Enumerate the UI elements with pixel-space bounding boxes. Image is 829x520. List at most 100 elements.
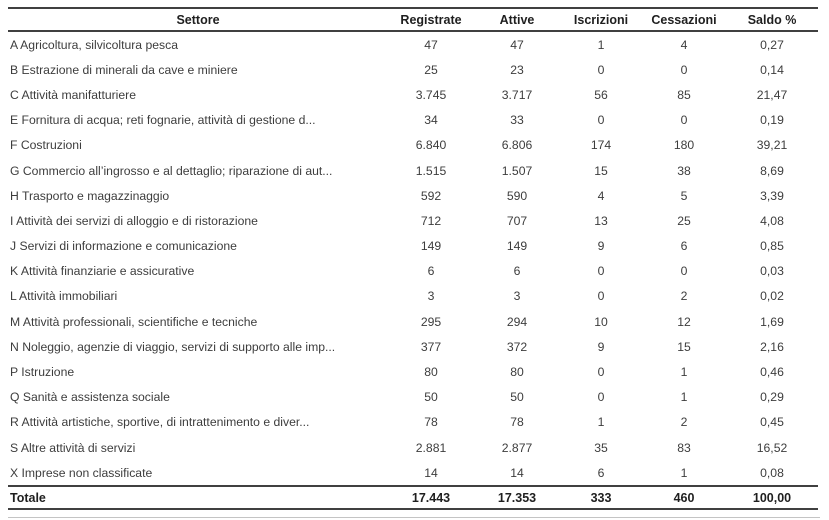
value-cell: 149 (420, 239, 442, 254)
bottom-divider (8, 517, 820, 518)
table-row: F Costruzioni 6.840 6.806 174 180 39,21 (8, 133, 818, 158)
sector-cell: A Agricoltura, silvicoltura pesca (10, 37, 178, 52)
value-cell: 0,14 (760, 62, 784, 77)
table-row: S Altre attività di servizi 2.881 2.877 35 8… (8, 435, 818, 460)
sector-cell: F Costruzioni (10, 138, 82, 153)
value-cell: 38 (677, 163, 691, 178)
value-cell: 33 (510, 113, 524, 128)
value-cell: 25 (677, 213, 691, 228)
total-iscrizioni-value: 333 (560, 485, 642, 511)
table-row: K Attività finanziarie e assicurative 6 6 0… (8, 259, 818, 284)
value-cell: 3,39 (760, 188, 784, 203)
value-cell: 78 (424, 415, 438, 430)
value-cell: 1 (597, 37, 605, 52)
value-cell: 377 (420, 339, 442, 354)
table-row: L Attività immobiliari 3 3 0 2 0,02 (8, 284, 818, 309)
value-cell: 2.877 (501, 440, 533, 455)
value-cell: 149 (506, 239, 528, 254)
value-cell: 2,16 (760, 339, 784, 354)
table-row: N Noleggio, agenzie di viaggio, servizi … (8, 334, 818, 359)
value-cell: 13 (594, 213, 608, 228)
value-cell: 14 (510, 465, 524, 480)
value-cell: 50 (510, 390, 524, 405)
table-row: M Attività professionali, scientifiche e… (8, 309, 818, 334)
sector-cell: E Fornitura di acqua; reti fognarie, att… (10, 113, 316, 128)
value-cell: 6 (513, 264, 521, 279)
table-row: E Fornitura di acqua; reti fognarie, att… (8, 108, 818, 133)
value-cell: 1 (680, 365, 688, 380)
table-row: B Estrazione di minerali da cave e minie… (8, 57, 818, 82)
value-cell: 0 (597, 390, 605, 405)
value-cell: 50 (424, 390, 438, 405)
sector-cell: I Attività dei servizi di alloggio e di … (10, 213, 258, 228)
sector-cell: P Istruzione (10, 365, 75, 380)
sector-table: Settore Registrate Attive Iscrizioni Ces… (8, 7, 818, 511)
sector-cell: H Trasporto e magazzinaggio (10, 188, 170, 203)
total-saldo-value: 100,00 (726, 485, 818, 511)
total-cessazioni-value: 460 (642, 485, 726, 511)
value-cell: 5 (680, 188, 688, 203)
value-cell: 0,85 (760, 239, 784, 254)
value-cell: 39,21 (756, 138, 788, 153)
value-cell: 56 (594, 87, 608, 102)
value-cell: 85 (677, 87, 691, 102)
value-cell: 80 (424, 365, 438, 380)
value-cell: 1 (680, 390, 688, 405)
sector-cell: N Noleggio, agenzie di viaggio, servizi … (10, 339, 336, 354)
value-cell: 0 (680, 62, 688, 77)
value-cell: 0,45 (760, 415, 784, 430)
sector-cell: K Attività finanziarie e assicurative (10, 264, 195, 279)
header-row: Settore Registrate Attive Iscrizioni Ces… (8, 7, 818, 32)
value-cell: 23 (510, 62, 524, 77)
value-cell: 0,03 (760, 264, 784, 279)
value-cell: 8,69 (760, 163, 784, 178)
sector-cell: R Attività artistiche, sportive, di intr… (10, 415, 310, 430)
value-cell: 0 (680, 113, 688, 128)
value-cell: 3.745 (415, 87, 447, 102)
column-header-saldo: Saldo % (726, 7, 818, 32)
column-header-registrate: Registrate (388, 7, 474, 32)
value-cell: 35 (594, 440, 608, 455)
value-cell: 174 (590, 138, 612, 153)
value-cell: 4 (597, 188, 605, 203)
sector-cell: M Attività professionali, scientifiche e… (10, 314, 258, 329)
value-cell: 3 (427, 289, 435, 304)
value-cell: 83 (677, 440, 691, 455)
table-body: A Agricoltura, silvicoltura pesca 47 47 1 4 0… (8, 31, 818, 486)
table-row: A Agricoltura, silvicoltura pesca 47 47 1 4 0… (8, 31, 818, 57)
value-cell: 0,19 (760, 113, 784, 128)
value-cell: 78 (510, 415, 524, 430)
value-cell: 0 (597, 264, 605, 279)
column-header-attive: Attive (474, 7, 560, 32)
column-header-settore: Settore (8, 7, 388, 32)
sector-cell: S Altre attività di servizi (10, 440, 136, 455)
total-row: Totale 17.443 17.353 333 460 100,00 (8, 485, 818, 511)
value-cell: 1.507 (501, 163, 533, 178)
value-cell: 6 (597, 465, 605, 480)
value-cell: 1 (680, 465, 688, 480)
table-row: J Servizi di informazione e comunicazion… (8, 234, 818, 259)
value-cell: 0 (597, 62, 605, 77)
value-cell: 25 (424, 62, 438, 77)
value-cell: 294 (506, 314, 528, 329)
value-cell: 295 (420, 314, 442, 329)
value-cell: 0,27 (760, 37, 784, 52)
table-row: G Commercio all’ingrosso e al dettaglio;… (8, 158, 818, 183)
value-cell: 0 (597, 113, 605, 128)
value-cell: 2 (680, 289, 688, 304)
value-cell: 6.840 (415, 138, 447, 153)
sector-cell: B Estrazione di minerali da cave e minie… (10, 62, 238, 77)
value-cell: 6 (427, 264, 435, 279)
sector-cell: L Attività immobiliari (10, 289, 118, 304)
column-header-iscrizioni: Iscrizioni (560, 7, 642, 32)
value-cell: 707 (506, 213, 528, 228)
table-row: R Attività artistiche, sportive, di intr… (8, 410, 818, 435)
value-cell: 1.515 (415, 163, 447, 178)
value-cell: 80 (510, 365, 524, 380)
value-cell: 1 (597, 415, 605, 430)
value-cell: 10 (594, 314, 608, 329)
value-cell: 6 (680, 239, 688, 254)
value-cell: 592 (420, 188, 442, 203)
value-cell: 16,52 (756, 440, 788, 455)
sector-cell: G Commercio all’ingrosso e al dettaglio;… (10, 163, 333, 178)
